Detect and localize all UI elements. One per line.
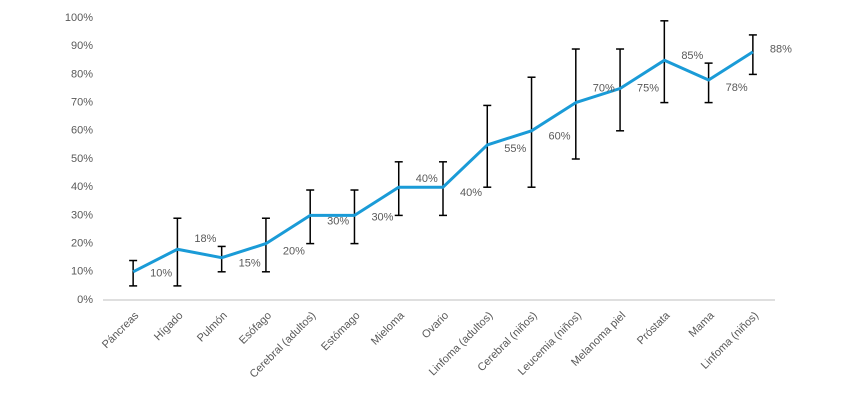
y-tick-label: 50% xyxy=(71,153,93,165)
y-tick-label: 20% xyxy=(71,238,93,250)
data-label: 85% xyxy=(681,50,703,62)
y-tick-label: 10% xyxy=(71,266,93,278)
data-label: 30% xyxy=(371,211,393,223)
data-label: 75% xyxy=(637,82,659,94)
y-tick-label: 30% xyxy=(71,209,93,221)
y-tick-label: 90% xyxy=(71,40,93,52)
data-label: 70% xyxy=(593,83,615,95)
data-label: 55% xyxy=(504,143,526,155)
data-label: 60% xyxy=(549,131,571,143)
y-tick-label: 40% xyxy=(71,181,93,193)
data-label: 15% xyxy=(239,258,261,270)
line xyxy=(132,50,754,274)
x-tick-label: Próstata xyxy=(635,309,673,347)
y-tick-label: 100% xyxy=(65,12,93,24)
y-tick-label: 60% xyxy=(71,125,93,137)
data-label: 20% xyxy=(283,246,305,258)
x-tick-label: Mama xyxy=(687,309,718,340)
data-label: 30% xyxy=(327,215,349,227)
x-tick-label: Hígado xyxy=(152,310,186,344)
data-label: 40% xyxy=(460,187,482,199)
data-label: 10% xyxy=(150,268,172,280)
x-tick-label: Esófago xyxy=(237,310,274,347)
y-tick-label: 80% xyxy=(71,68,93,80)
data-label: 78% xyxy=(726,82,748,94)
data-label: 40% xyxy=(416,173,438,185)
x-tick-label: Mieloma xyxy=(369,309,408,348)
x-tick-label: Estómago xyxy=(319,310,363,354)
x-tick-label: Pulmón xyxy=(195,310,230,345)
x-tick-label: Páncreas xyxy=(100,309,142,351)
y-tick-label: 0% xyxy=(77,294,93,306)
y-tick-label: 70% xyxy=(71,97,93,109)
x-tick-label: Ovario xyxy=(420,310,451,341)
data-label: 88% xyxy=(770,44,792,56)
data-label: 18% xyxy=(194,233,216,245)
